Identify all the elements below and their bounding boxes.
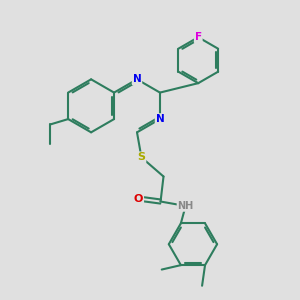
Text: NH: NH [178,201,194,211]
Text: O: O [134,194,143,204]
Text: N: N [156,114,164,124]
Text: F: F [195,32,202,42]
Text: S: S [137,152,146,162]
Text: N: N [133,74,141,84]
